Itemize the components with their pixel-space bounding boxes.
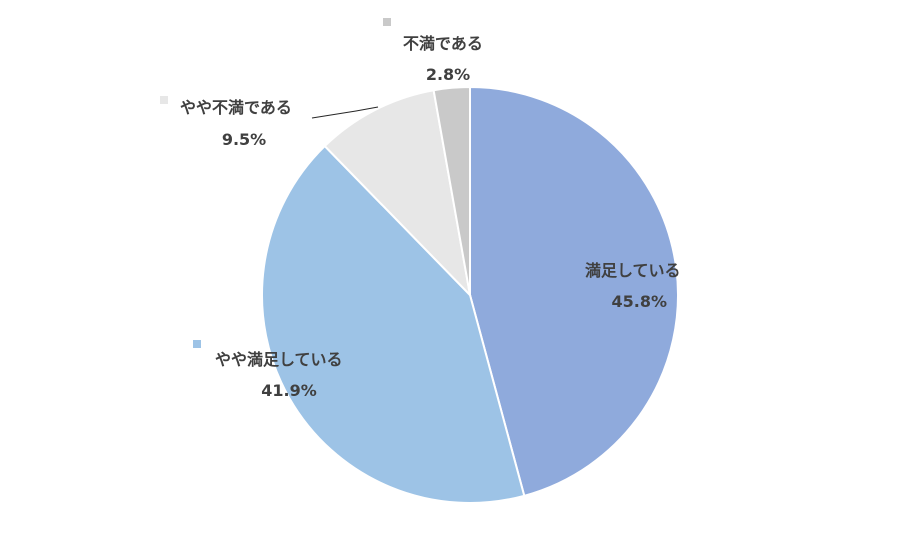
leader-line-somewhat-dissatisfied <box>311 106 379 119</box>
pie-slice-dissatisfied <box>432 85 471 296</box>
slices-layer <box>261 85 679 504</box>
slice-label-somewhat-dissatisfied: やや不満である <box>180 98 292 117</box>
label-marker-dissatisfied <box>383 18 391 26</box>
pie-slice-somewhat-dissatisfied <box>323 89 472 299</box>
slice-label-somewhat-satisfied: やや満足している <box>215 350 343 369</box>
slice-value-dissatisfied: 2.8% <box>426 65 470 84</box>
pie-slice-satisfied <box>469 85 679 498</box>
label-marker-somewhat-dissatisfied <box>160 96 168 104</box>
leader-lines-layer <box>311 106 379 119</box>
pie-slice-somewhat-satisfied <box>261 144 526 504</box>
label-marker-somewhat-satisfied <box>193 340 201 348</box>
labels-layer: 満足している 45.8% やや満足している 41.9% やや不満である 9.5% 不満である… <box>160 18 681 400</box>
slice-label-satisfied: 満足している <box>585 261 681 280</box>
slice-label-dissatisfied: 不満である <box>403 34 483 53</box>
slice-value-somewhat-satisfied: 41.9% <box>261 381 317 400</box>
slice-value-satisfied: 45.8% <box>611 292 667 311</box>
slice-value-somewhat-dissatisfied: 9.5% <box>222 130 266 149</box>
